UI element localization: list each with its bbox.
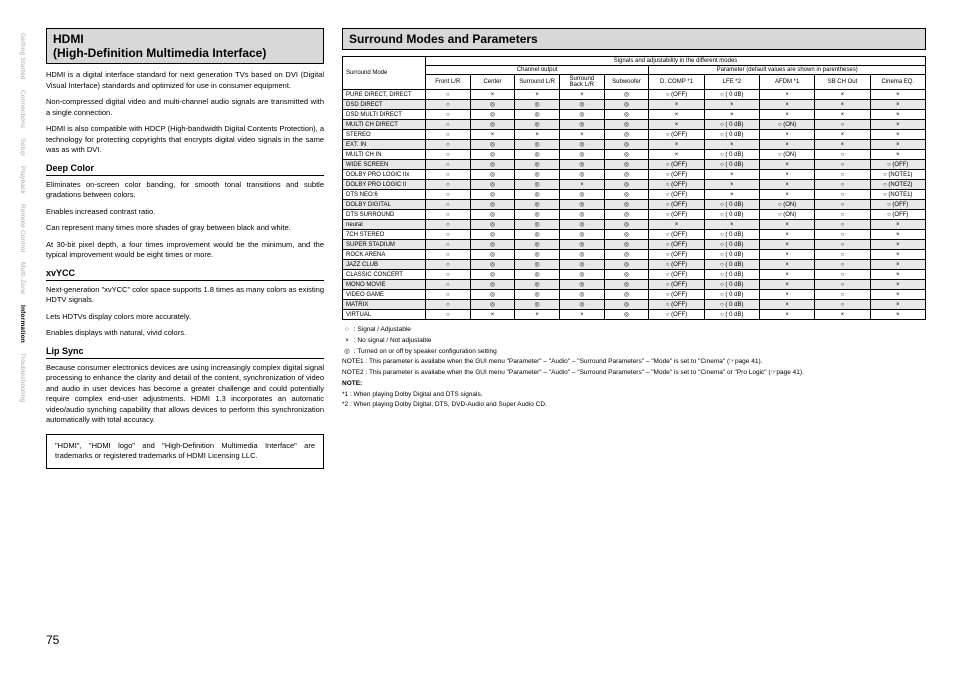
s1p4: At 30-bit pixel depth, a four times impr… <box>46 240 324 261</box>
note-label: NOTE: <box>342 379 926 389</box>
sidebar-nav: Getting StartedConnectionsSetupPlaybackR… <box>12 28 26 508</box>
params-table: Surround ModeSignals and adjustability i… <box>342 56 926 320</box>
deep-color-heading: Deep Color <box>46 163 324 176</box>
note1: NOTE1 : This parameter is availabe when … <box>342 357 926 367</box>
star1: *1 : When playing Dolby Digital and DTS … <box>342 390 926 400</box>
legend: ○ : Signal / Adjustable × : No signal / … <box>342 325 926 410</box>
s1p3: Can represent many times more shades of … <box>46 223 324 234</box>
s2p3: Enables displays with natural, vivid col… <box>46 328 324 339</box>
legend-dbl: ◎ : Turned on or off by speaker configur… <box>342 347 926 357</box>
sidebar-item[interactable]: Connections <box>12 85 26 133</box>
legend-circle: ○ : Signal / Adjustable <box>342 325 926 335</box>
s3p1: Because consumer electronics devices are… <box>46 363 324 426</box>
s1p2: Enables increased contrast ratio. <box>46 207 324 218</box>
note2: NOTE2 : This parameter is availabe when … <box>342 368 926 378</box>
s2p2: Lets HDTVs display colors more accuratel… <box>46 312 324 323</box>
trademark-box: "HDMI", "HDMI logo" and "High-Definition… <box>46 434 324 469</box>
sidebar-item[interactable]: Information <box>12 300 26 348</box>
xvycc-heading: xvYCC <box>46 268 324 281</box>
page-number: 75 <box>46 633 59 647</box>
surround-heading: Surround Modes and Parameters <box>342 28 926 50</box>
lipsync-heading: Lip Sync <box>46 346 324 359</box>
p2: Non-compressed digital video and multi-c… <box>46 97 324 118</box>
heading-line2: (High-Definition Multimedia Interface) <box>53 46 317 60</box>
sidebar-item[interactable]: Remote Control <box>12 199 26 257</box>
sidebar-item[interactable]: Troubleshooting <box>12 348 26 407</box>
left-column: HDMI (High-Definition Multimedia Interfa… <box>46 28 324 469</box>
heading-line1: HDMI <box>53 32 317 46</box>
legend-x: × : No signal / Not adjustable <box>342 336 926 346</box>
hdmi-heading: HDMI (High-Definition Multimedia Interfa… <box>46 28 324 64</box>
star2: *2 : When playing Dolby Digital, DTS, DV… <box>342 400 926 410</box>
table-body: PURE DIRECT, DIRECT○×××◎○ (OFF)○ ( 0 dB)… <box>343 90 926 320</box>
sidebar-item[interactable]: Getting Started <box>12 28 26 85</box>
sidebar-item[interactable]: Playback <box>12 161 26 199</box>
s2p1: Next-generation "xvYCC" color space supp… <box>46 285 324 306</box>
s1p1: Eliminates on-screen color banding, for … <box>46 180 324 201</box>
sidebar-item[interactable]: Multi-Zone <box>12 257 26 300</box>
sidebar-item[interactable]: Setup <box>12 133 26 161</box>
main-content: HDMI (High-Definition Multimedia Interfa… <box>46 28 926 469</box>
right-column: Surround Modes and Parameters Surround M… <box>342 28 926 469</box>
p1: HDMI is a digital interface standard for… <box>46 70 324 91</box>
p3: HDMI is also compatible with HDCP (High-… <box>46 124 324 156</box>
table-head: Surround ModeSignals and adjustability i… <box>343 57 926 90</box>
